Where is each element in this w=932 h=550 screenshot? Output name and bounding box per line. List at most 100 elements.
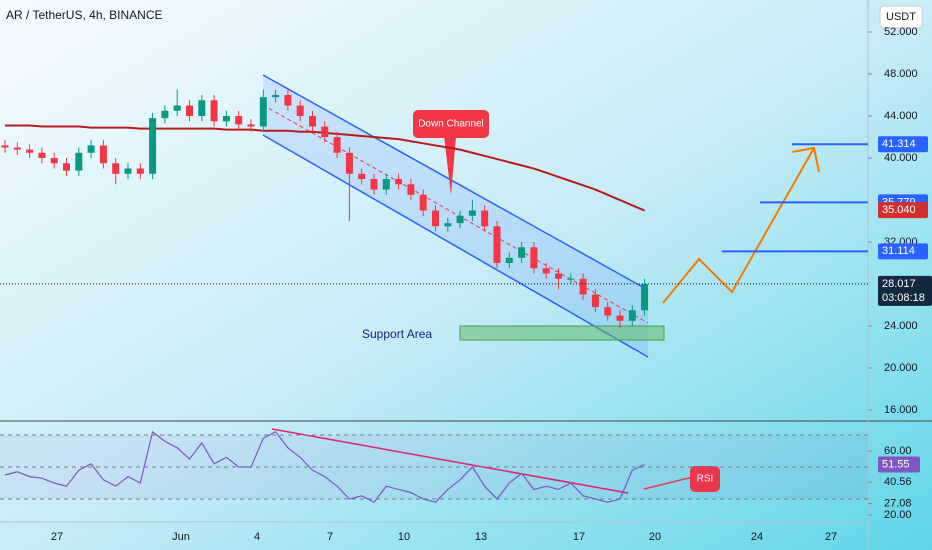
candle-body [210,100,218,122]
candle-body [99,145,107,164]
candle-body [136,168,144,174]
candle-body [198,100,206,117]
candle-body [259,97,267,127]
candle-body [1,145,9,148]
candle-body [518,247,526,258]
rsi-tick-label: 27.08 [884,498,912,510]
candle-body [468,210,476,216]
candle-body [321,126,329,138]
candle-body [579,278,587,295]
candle-body [628,310,636,321]
candle-body [13,147,21,150]
level-label: 41.314 [882,138,916,150]
candle-body [358,173,366,180]
ma-label: 35.040 [882,204,916,216]
y-tick-label: 24.000 [884,320,918,332]
x-tick-label: 13 [475,531,487,543]
level-badge [878,243,928,260]
candle-body [161,110,169,119]
candle-body [370,179,378,190]
rsi-tick-label: 60.00 [884,445,912,457]
channel-mid [262,104,649,324]
level-badge [878,136,928,153]
y-tick-label: 40.000 [884,152,918,164]
candle-body [26,149,34,153]
ma-badge [878,202,928,219]
rsi-callout-box [690,466,720,492]
rsi-tick-label: 40.56 [884,476,912,488]
candle-body [505,257,513,264]
support-zone [459,325,665,341]
candle-body [247,124,255,127]
x-tick-label: 27 [51,531,63,543]
candle-body [419,194,427,211]
y-tick-label: 48.000 [884,68,918,80]
candle-body [616,315,624,321]
rsi-trendline [271,428,629,494]
projection-arrow [662,147,815,304]
candle-body [272,95,280,98]
candle-body [284,95,292,106]
candle-body [63,163,70,171]
candle-body [87,145,95,153]
candle-body [456,215,464,224]
y-tick-label: 20.000 [884,362,918,374]
y-tick-label: 44.000 [884,110,918,122]
last-price-label: 28.017 [882,278,916,290]
rsi-line [4,430,645,503]
rsi-last-label: 51.55 [882,458,910,470]
callout-box [413,110,489,138]
candle-body [604,307,612,316]
x-tick-label: 27 [825,531,837,543]
candle-body [555,273,562,279]
candle-body [333,137,341,153]
candle-body [296,105,304,117]
currency-button[interactable] [879,5,923,29]
candle-body [222,116,230,122]
x-tick-label: 20 [649,531,661,543]
support-label: Support Area [362,327,432,341]
candle-body [186,105,193,117]
candle-body [345,152,353,174]
chart-title: AR / TetherUS, 4h, BINANCE [6,8,163,22]
candle-body [50,158,58,164]
rsi-callout-label: RSI [697,474,714,485]
level-label: 31.114 [882,245,915,257]
candle-body [481,210,489,227]
arrow-head [791,146,820,173]
channel-fill [263,75,648,357]
x-tick-label: 17 [573,531,585,543]
candle-body [493,226,501,264]
channel-upper [262,74,649,291]
rsi-badge [878,456,920,473]
currency[interactable]: USDT [886,11,916,23]
x-tick-label: 24 [751,531,763,543]
candle-body [235,116,243,125]
candle-body [407,184,415,195]
x-tick-label: Jun [172,531,190,543]
x-tick-label: 7 [327,531,333,543]
countdown: 03:08:18 [882,292,925,304]
candle-body [124,168,132,174]
rsi-callout-pointer [643,476,694,490]
candle-body [38,152,46,159]
rsi-tick-label: 20.00 [884,509,912,521]
y-tick-label: 16.000 [884,404,918,416]
candle-body [530,247,538,269]
x-tick-label: 10 [398,531,410,543]
channel-lower [262,134,649,358]
candle-body [395,179,403,185]
candle-body [432,210,439,227]
candle-body [75,152,83,171]
candle-body [149,118,157,174]
last-price-badge [878,275,932,306]
y-tick-label: 52.000 [884,26,918,38]
callout-label: Down Channel [418,119,484,130]
candle-body [444,223,452,227]
candle-body [542,268,550,274]
candle-body [112,163,120,174]
candle-body [309,116,316,127]
candle-body [641,284,649,311]
